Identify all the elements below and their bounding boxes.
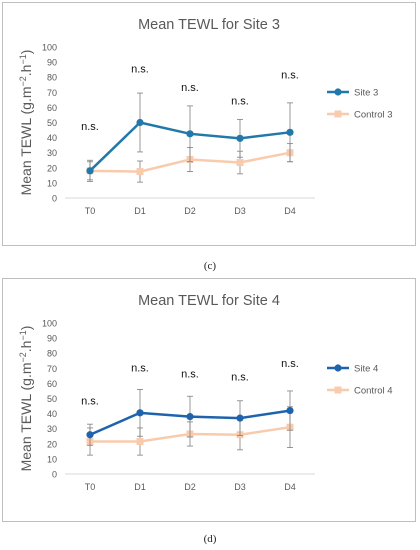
legend-label: Control 3 [354, 110, 393, 121]
caption-d: (d) [203, 533, 217, 545]
y-tick-label: 10 [47, 454, 57, 464]
legend-marker [334, 88, 342, 96]
data-point-site [86, 431, 94, 439]
significance-annotation: n.s. [281, 70, 299, 82]
y-tick-label: 60 [47, 103, 57, 113]
y-tick-label: 70 [47, 88, 57, 98]
data-point-site [136, 118, 144, 127]
x-tick-label: T0 [85, 482, 96, 492]
y-axis-label: Mean TEWL (g.m−2.h−1) [18, 50, 34, 196]
y-tick-label: 80 [47, 349, 57, 359]
legend-entry: Site 4 [327, 364, 378, 375]
y-axis-label-part: .h [18, 65, 34, 77]
y-tick-label: 40 [47, 133, 57, 143]
data-point-site [286, 128, 294, 136]
y-axis-label-part: Mean TEWL (g.m [18, 362, 34, 471]
y-tick-label: 40 [47, 409, 57, 419]
y-axis-label-sup: −1 [18, 330, 28, 340]
x-tick-label: D4 [284, 482, 296, 492]
y-tick-label: 90 [47, 334, 57, 344]
y-axis-label-part: Mean TEWL (g.m [18, 86, 34, 195]
y-axis-label-sup: −1 [18, 54, 28, 64]
chart-title: Mean TEWL for Site 4 [138, 293, 280, 309]
x-tick-label: D4 [284, 206, 296, 216]
significance-annotation: n.s. [231, 95, 249, 107]
y-tick-label: 20 [47, 163, 57, 173]
legend-marker [334, 386, 342, 394]
significance-annotation: n.s. [181, 368, 199, 380]
x-tick-label: D3 [234, 482, 246, 492]
data-point-site [286, 406, 294, 415]
y-tick-label: 100 [42, 319, 57, 329]
y-tick-label: 70 [47, 364, 57, 374]
data-point-site [236, 134, 244, 142]
legend-marker [334, 364, 342, 372]
legend-entry: Site 3 [327, 88, 378, 99]
data-point-site [186, 413, 194, 421]
legend-label: Site 3 [354, 88, 378, 99]
legend-label: Control 4 [354, 386, 393, 397]
x-tick-label: D2 [184, 206, 196, 216]
y-axis-label-sup: −2 [18, 76, 28, 86]
significance-annotation: n.s. [81, 121, 99, 133]
y-axis-label-sup: −2 [18, 352, 28, 362]
data-point-site [86, 167, 94, 175]
significance-annotation: n.s. [281, 358, 299, 370]
y-tick-label: 100 [42, 43, 57, 53]
y-tick-label: 60 [47, 379, 57, 389]
x-tick-label: D3 [234, 206, 246, 216]
chart-title: Mean TEWL for Site 3 [138, 17, 280, 33]
y-axis-label-part: .h [18, 341, 34, 353]
y-axis-label-part: ) [18, 50, 34, 55]
y-axis-label-part: ) [18, 326, 34, 331]
chart-site-4: Mean TEWL for Site 4 0 10 20 30 40 50 60 70 80 90 1… [18, 293, 393, 492]
y-tick-label: 50 [47, 118, 57, 128]
legend-marker [334, 110, 342, 118]
y-tick-label: 0 [52, 194, 57, 204]
y-tick-label: 90 [47, 58, 57, 68]
x-tick-label: D1 [134, 206, 146, 216]
y-tick-label: 0 [52, 470, 57, 480]
data-point-control [236, 159, 244, 167]
y-tick-label: 30 [47, 148, 57, 158]
y-tick-label: 30 [47, 424, 57, 434]
x-tick-label: D1 [134, 482, 146, 492]
y-tick-label: 80 [47, 73, 57, 83]
significance-annotation: n.s. [231, 371, 249, 383]
data-point-site [186, 130, 194, 138]
y-axis-label: Mean TEWL (g.m−2.h−1) [18, 326, 34, 472]
significance-annotation: n.s. [181, 82, 199, 94]
legend-entry: Control 3 [327, 110, 393, 121]
y-tick-label: 20 [47, 439, 57, 449]
data-point-control [136, 168, 144, 176]
x-tick-label: D2 [184, 482, 196, 492]
data-point-site [136, 409, 144, 417]
significance-annotation: n.s. [131, 64, 149, 76]
caption-c: (c) [203, 260, 217, 272]
y-tick-label: 50 [47, 394, 57, 404]
y-tick-label: 10 [47, 178, 57, 188]
significance-annotation: n.s. [81, 396, 99, 408]
chart-panel-site-3: Mean TEWL for Site 3 0 10 20 30 40 50 60 70 80 90 1… [2, 2, 416, 246]
legend-label: Site 4 [354, 364, 378, 375]
chart-panel-site-4: Mean TEWL for Site 4 0 10 20 30 40 50 60 70 80 90 1… [2, 278, 416, 522]
data-point-control [136, 438, 144, 446]
legend-entry: Control 4 [327, 386, 393, 397]
x-tick-label: T0 [85, 206, 96, 216]
significance-annotation: n.s. [131, 362, 149, 374]
data-point-site [236, 414, 244, 422]
chart-site-3: Mean TEWL for Site 3 0 10 20 30 40 50 60 70 80 90 1… [18, 17, 393, 216]
